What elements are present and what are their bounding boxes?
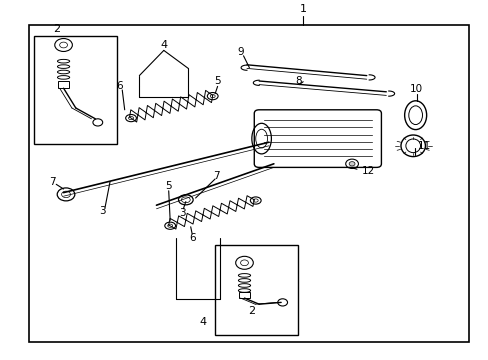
Text: 4: 4 (160, 40, 167, 50)
Text: 1: 1 (299, 4, 306, 14)
Text: 8: 8 (294, 76, 301, 86)
Text: 3: 3 (179, 208, 185, 218)
Bar (58, 81, 69, 88)
Bar (34, 36, 117, 144)
Text: 2: 2 (53, 24, 60, 34)
Bar (238, 292, 250, 298)
Text: 9: 9 (237, 47, 244, 57)
Text: 12: 12 (361, 166, 374, 176)
Text: 11: 11 (417, 141, 430, 151)
Text: 4: 4 (199, 317, 206, 327)
Text: 3: 3 (99, 206, 106, 216)
Text: 6: 6 (188, 233, 195, 243)
Text: 5: 5 (165, 181, 172, 192)
Text: 2: 2 (248, 306, 255, 316)
Bar (29, 25, 468, 342)
Text: 7: 7 (213, 171, 220, 181)
Circle shape (348, 162, 354, 166)
Text: 7: 7 (49, 177, 56, 187)
Text: 5: 5 (214, 76, 221, 86)
Bar (215, 245, 298, 335)
Text: 10: 10 (409, 84, 422, 94)
Text: 6: 6 (116, 81, 123, 91)
